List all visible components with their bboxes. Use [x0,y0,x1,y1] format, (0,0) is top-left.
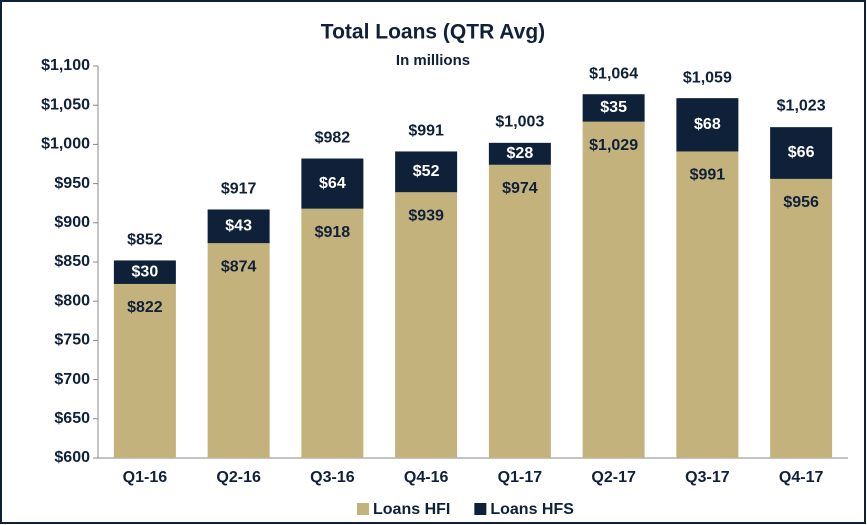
bar-segment [207,209,270,244]
total-label: $1,003 [495,113,544,130]
total-label: $982 [315,130,351,147]
y-tick-label: $1,050 [41,96,90,113]
bar-segment [488,142,551,165]
y-tick-label: $1,000 [41,136,90,153]
legend-swatch [474,503,487,515]
bar-segment [582,121,645,458]
value-label: $30 [132,263,159,280]
bar-segment [770,127,833,179]
total-label: $917 [221,181,257,198]
value-label: $43 [225,218,252,235]
total-label: $1,023 [777,98,826,115]
value-label: $956 [783,194,819,211]
value-label: $64 [319,175,346,192]
total-label: $991 [408,123,444,140]
value-label: $1,029 [589,137,638,154]
x-tick-label: Q4-16 [404,469,449,486]
bar-segment [113,283,176,458]
bar-segment [301,208,364,458]
y-tick-label: $800 [54,292,90,309]
bar-segment [301,158,364,209]
value-label: $918 [315,224,351,241]
x-tick-label: Q2-16 [216,469,261,486]
x-tick-label: Q1-16 [123,469,168,486]
chart-subtitle: In millions [396,52,470,69]
x-tick-label: Q3-16 [310,469,355,486]
y-tick-label: $650 [54,410,90,427]
bar-segment [395,192,458,458]
value-label: $66 [788,144,815,161]
x-tick-label: Q2-17 [591,469,636,486]
value-label: $28 [507,145,534,162]
y-tick-label: $900 [54,214,90,231]
value-label: $52 [413,163,440,180]
x-tick-label: Q3-17 [685,469,730,486]
chart-title: Total Loans (QTR Avg) [321,21,545,44]
bar-segment [395,151,458,193]
value-label: $974 [502,180,538,197]
bar-segment [113,260,176,284]
total-label: $852 [127,232,163,249]
y-tick-label: $1,100 [41,57,90,74]
total-label: $1,064 [589,65,638,82]
bar-segment [676,98,739,152]
value-label: $991 [690,167,726,184]
x-tick-label: Q1-17 [498,469,543,486]
bar-segment [582,94,645,122]
value-label: $939 [408,207,444,224]
legend-label: Loans HFI [373,501,450,518]
total-label: $1,059 [683,69,732,86]
bar-segment [488,164,551,458]
y-tick-label: $850 [54,253,90,270]
y-tick-label: $750 [54,332,90,349]
bar-segment [676,151,739,458]
legend-swatch [357,503,369,515]
legend-label: Loans HFS [490,501,574,518]
value-label: $822 [127,299,163,316]
y-tick-label: $600 [54,449,90,466]
value-label: $68 [694,116,721,133]
value-label: $874 [221,258,257,275]
bar-segment [770,178,833,458]
value-label: $35 [600,99,627,116]
y-tick-label: $700 [54,371,90,388]
bar-segment [207,243,270,458]
x-tick-label: Q4-17 [779,469,824,486]
y-tick-label: $950 [54,175,90,192]
